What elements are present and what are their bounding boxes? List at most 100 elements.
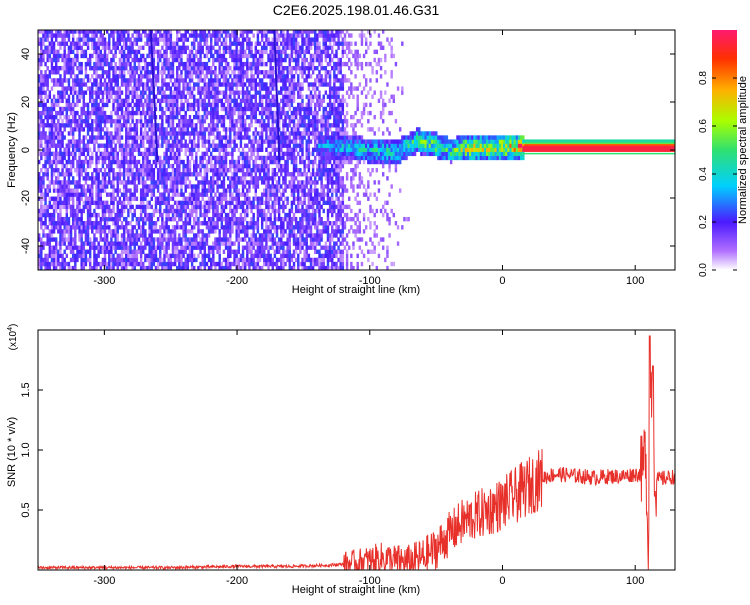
spectrogram-cell: [176, 221, 179, 226]
spectrogram-cell: [63, 184, 66, 189]
spectrogram-cell: [195, 53, 198, 59]
spectrogram-cell: [146, 139, 149, 144]
spectrogram-cell: [173, 212, 177, 218]
spectrogram-cell: [258, 168, 262, 173]
spectrogram-cell: [86, 139, 90, 144]
spectrogram-cell: [112, 53, 115, 59]
spectrogram-cell: [42, 82, 45, 87]
spectrogram-cell: [171, 41, 175, 46]
spectrogram-cell: [176, 53, 179, 59]
spectrogram-cell: [182, 41, 185, 46]
spectrogram-cell: [144, 212, 147, 218]
spectrogram-cell: [137, 216, 141, 222]
spectrogram-cell: [241, 204, 245, 210]
spectrogram-cell: [50, 261, 54, 267]
spectrogram-cell: [42, 192, 45, 197]
spectrogram-cell: [144, 147, 147, 152]
spectrogram-cell: [84, 221, 88, 226]
spectrogram-cell: [103, 119, 107, 124]
spectrogram-cell: [67, 241, 71, 246]
spectrogram-cell: [254, 41, 257, 46]
spectrogram-cell: [260, 237, 264, 242]
spectrogram-cell: [159, 208, 162, 214]
spectrogram-cell: [122, 37, 126, 42]
spectrogram-cell: [173, 225, 177, 230]
spectrogram-cell: [169, 94, 173, 99]
spectrogram-cell: [148, 41, 151, 46]
spectrogram-cell: [243, 245, 247, 250]
spectrogram-cell: [269, 257, 272, 263]
spectrogram-cell: [65, 229, 69, 234]
spectrogram-cell: [171, 208, 175, 214]
spectrogram-cell: [218, 66, 221, 71]
spectrogram-cell: [122, 204, 126, 210]
spectrogram-cell: [258, 200, 262, 206]
spectrogram-cell: [101, 114, 105, 120]
spectrogram-cell: [146, 237, 149, 242]
spectrogram-cell: [63, 123, 66, 128]
spectrogram-cell: [159, 245, 162, 250]
spectrogram-cell: [224, 86, 228, 91]
spectrogram-cell: [88, 184, 92, 189]
spectrogram-cell: [108, 257, 111, 263]
spectrogram-cell: [178, 204, 181, 210]
spectrogram-cell: [182, 49, 185, 55]
spectrogram-cell: [237, 168, 241, 173]
spectrogram-cell: [188, 74, 192, 79]
spectrogram-cell: [260, 82, 264, 87]
spectrogram-cell: [246, 114, 249, 120]
spectrogram-cell: [146, 61, 149, 67]
spectrogram-cell: [260, 131, 264, 136]
spectrogram-cell: [163, 221, 166, 226]
spectrogram-cell: [186, 131, 190, 136]
spectrogram-cell: [197, 74, 200, 79]
spectrogram-cell: [95, 127, 98, 132]
spectrogram-cell: [226, 127, 230, 132]
spectrogram-cell: [224, 155, 228, 161]
spectrogram-cell: [146, 168, 149, 173]
spectrogram-cell: [88, 200, 92, 206]
spectrogram-cell: [193, 159, 196, 165]
spectrogram-cell: [118, 37, 122, 42]
spectrogram-cell: [127, 61, 130, 67]
spectrogram-cell: [112, 188, 115, 193]
spectrogram-cell: [63, 192, 66, 197]
spectrogram-cell: [267, 265, 270, 270]
spectrogram-cell: [201, 261, 204, 267]
spectrogram-cell: [146, 159, 149, 165]
spectrogram-cell: [57, 168, 60, 173]
spectrogram-cell: [241, 98, 245, 104]
spectrogram-cell: [246, 94, 249, 99]
spectrogram-cell: [67, 119, 71, 124]
spectrogram-cell: [146, 110, 149, 116]
spectrogram-cell: [137, 172, 141, 177]
spectrogram-cell: [269, 86, 272, 91]
spectrogram-cell: [103, 180, 107, 185]
spectrogram-cell: [97, 229, 100, 234]
spectrogram-cell: [263, 245, 266, 250]
spectrogram-cell: [214, 172, 217, 177]
spectrogram-cell: [116, 163, 119, 169]
spectrogram-cell: [150, 110, 153, 116]
spectrogram-cell: [178, 74, 181, 79]
spectrogram-cell: [201, 184, 204, 189]
spectrogram-cell: [250, 225, 253, 230]
spectrogram-cell: [263, 192, 266, 197]
spectrogram-cell: [233, 110, 236, 116]
spectrogram-cell: [201, 98, 204, 104]
spectrogram-cell: [103, 53, 107, 59]
spectrogram-cell: [108, 37, 111, 42]
spectrogram-cell: [207, 139, 211, 144]
spectrogram-cell: [195, 204, 198, 210]
spectrogram-cell: [167, 119, 170, 124]
spectrogram-cell: [231, 41, 234, 46]
spectrogram-cell: [63, 94, 66, 99]
spectrogram-cell: [71, 41, 75, 46]
spectrogram-cell: [110, 33, 113, 38]
spectrogram-cell: [173, 192, 177, 197]
spectrogram-cell: [50, 33, 54, 38]
spectrogram-cell: [176, 237, 179, 242]
spectrogram-cell: [146, 66, 149, 71]
spectrogram-cell: [265, 82, 268, 87]
